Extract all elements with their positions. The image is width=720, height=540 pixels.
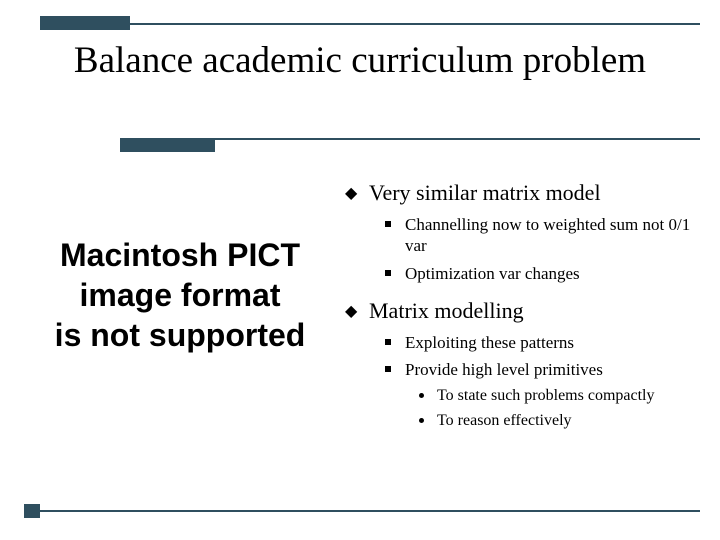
- top-accent-bar: [40, 16, 130, 30]
- bullet-text: Optimization var changes: [405, 264, 580, 283]
- bullet-level3: To state such problems compactly: [345, 386, 695, 406]
- bottom-accent-bar: [24, 504, 40, 518]
- dot-icon: [419, 418, 424, 423]
- bullet-text: Very similar matrix model: [369, 180, 601, 205]
- bullet-text: Exploiting these patterns: [405, 333, 574, 352]
- diamond-icon: ◆: [345, 301, 357, 321]
- pict-line-3: is not supported: [30, 315, 330, 355]
- title-underline-block: [120, 138, 215, 152]
- pict-line-2: image format: [30, 275, 330, 315]
- square-icon: [385, 221, 391, 227]
- bullet-text: Channelling now to weighted sum not 0/1 …: [405, 215, 690, 255]
- slide-title: Balance academic curriculum problem: [0, 40, 720, 83]
- content-area: ◆ Very similar matrix model Channelling …: [345, 180, 695, 436]
- top-accent-line: [130, 23, 700, 25]
- square-icon: [385, 270, 391, 276]
- bullet-text: To reason effectively: [437, 412, 572, 429]
- dot-icon: [419, 393, 424, 398]
- bullet-level1: ◆ Matrix modelling: [345, 298, 695, 324]
- pict-line-1: Macintosh PICT: [30, 235, 330, 275]
- bullet-level2: Exploiting these patterns: [345, 332, 695, 353]
- bullet-text: To state such problems compactly: [437, 387, 655, 404]
- bullet-level2: Channelling now to weighted sum not 0/1 …: [345, 214, 695, 257]
- bullet-level3: To reason effectively: [345, 411, 695, 431]
- bullet-level1: ◆ Very similar matrix model: [345, 180, 695, 206]
- bullet-text: Matrix modelling: [369, 298, 524, 323]
- square-icon: [385, 366, 391, 372]
- bullet-level2: Provide high level primitives: [345, 359, 695, 380]
- bottom-accent-line: [40, 510, 700, 512]
- diamond-icon: ◆: [345, 183, 357, 203]
- pict-placeholder: Macintosh PICT image format is not suppo…: [30, 235, 330, 355]
- bullet-level2: Optimization var changes: [345, 263, 695, 284]
- square-icon: [385, 339, 391, 345]
- bullet-text: Provide high level primitives: [405, 360, 603, 379]
